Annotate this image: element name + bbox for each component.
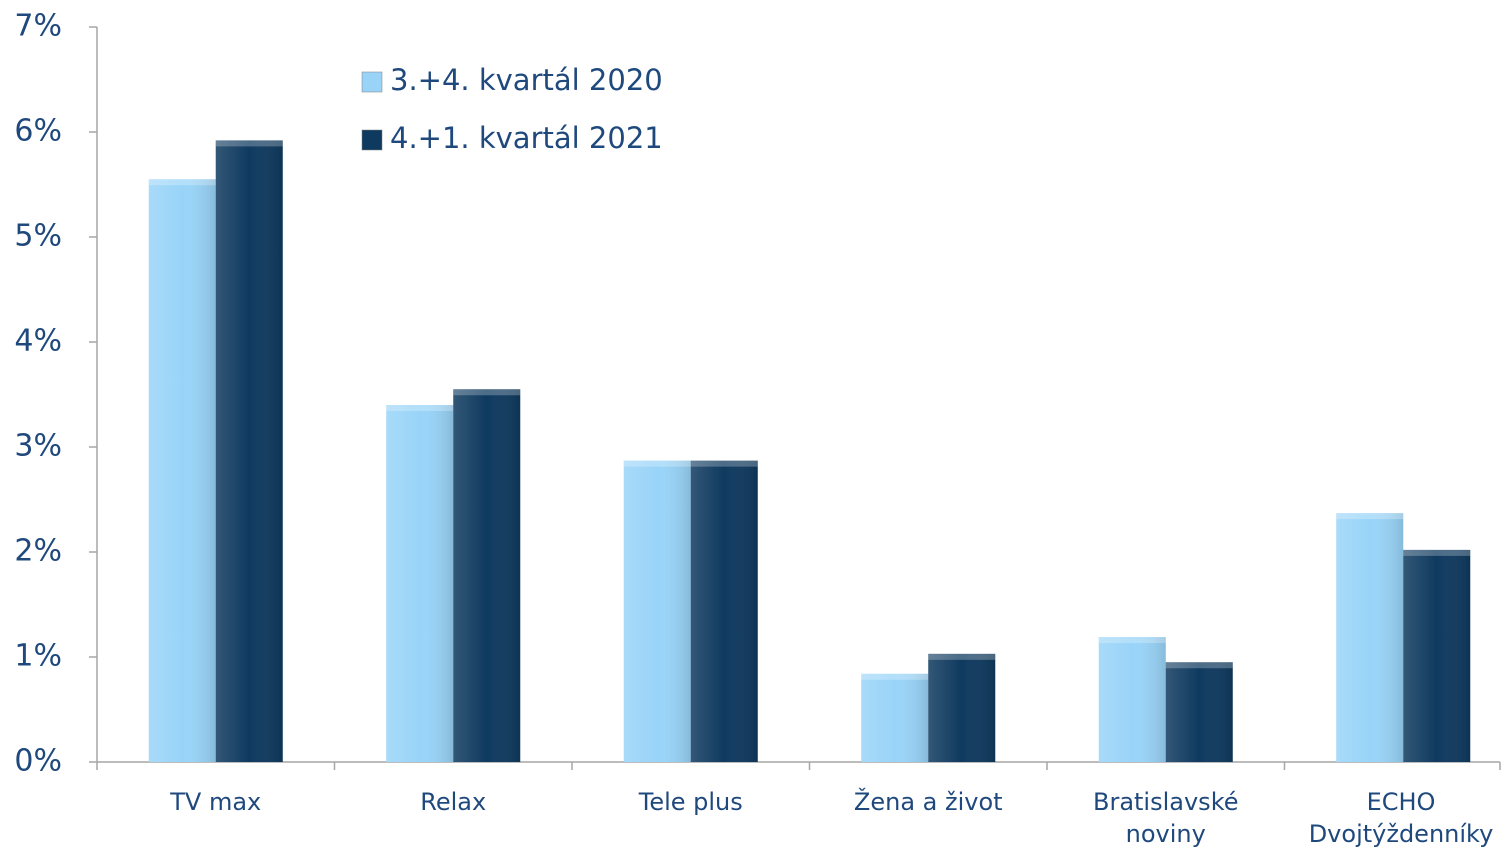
bar-group xyxy=(1165,662,1233,762)
bar-shade xyxy=(623,460,691,762)
y-tick-label: 6% xyxy=(14,114,62,149)
y-tick-label: 7% xyxy=(14,9,62,44)
bar-bevel xyxy=(1336,513,1404,520)
bar-shade xyxy=(453,389,521,762)
bar-bevel xyxy=(453,389,521,396)
y-tick-label: 2% xyxy=(14,534,62,569)
x-tick-label: Bratislavské noviny xyxy=(1092,788,1239,848)
bar-bevel xyxy=(928,653,996,660)
bar-shade xyxy=(690,460,758,762)
bar-group xyxy=(215,140,283,762)
bar-group xyxy=(1098,637,1166,762)
x-tick-label: Tele plus xyxy=(638,788,743,816)
bar-group xyxy=(453,389,521,762)
bar-shade xyxy=(148,179,216,762)
x-tick-label: TV max xyxy=(170,788,262,816)
y-tick-label: 5% xyxy=(14,219,62,254)
bar-bevel xyxy=(1098,637,1166,644)
y-tick-label: 1% xyxy=(14,639,62,674)
bar-bevel xyxy=(861,673,929,680)
legend-swatch xyxy=(361,129,383,151)
y-tick-label: 0% xyxy=(14,744,62,779)
bar-group xyxy=(690,460,758,762)
bar-shade xyxy=(1336,513,1404,762)
bar-group xyxy=(386,405,454,762)
bar-shade xyxy=(928,653,996,762)
legend-label: 4.+1. kvartál 2021 xyxy=(390,121,663,155)
legend-swatch xyxy=(361,71,383,93)
bar-shade xyxy=(386,405,454,762)
bar-bevel xyxy=(148,179,216,186)
bar-bevel xyxy=(215,140,283,147)
y-tick-label: 4% xyxy=(14,324,62,359)
bar-group xyxy=(1403,549,1471,762)
x-tick-label: Žena a život xyxy=(853,788,1003,816)
bar-shade xyxy=(1403,549,1471,762)
bar-shade xyxy=(1098,637,1166,762)
y-tick-label: 3% xyxy=(14,429,62,464)
x-tick-label: Relax xyxy=(420,788,487,816)
bar-bevel xyxy=(386,405,454,411)
bar-group xyxy=(148,179,216,762)
bar-shade xyxy=(861,673,929,762)
bar-group xyxy=(928,653,996,762)
bar-shade xyxy=(215,140,283,762)
bar-shade xyxy=(1165,662,1233,762)
bar-bevel xyxy=(1165,662,1233,669)
bar-bevel xyxy=(623,460,691,467)
bar-bevel xyxy=(1403,549,1471,556)
bar-bevel xyxy=(690,460,758,467)
legend-label: 3.+4. kvartál 2020 xyxy=(390,63,663,97)
bar-group xyxy=(861,673,929,762)
bar-group xyxy=(623,460,691,762)
bar-group xyxy=(1336,513,1404,762)
x-tick-label: ECHO Dvojtýždenníky xyxy=(1308,788,1494,848)
